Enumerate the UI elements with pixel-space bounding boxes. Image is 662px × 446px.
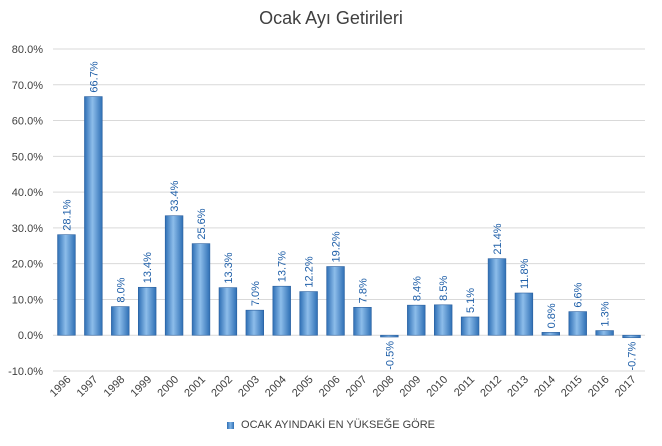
bar [57, 234, 76, 336]
x-tick-label: 1996 [48, 374, 74, 400]
bar [326, 266, 345, 336]
x-tick-label: 2000 [155, 374, 181, 400]
y-tick-label: 30.0% [12, 223, 43, 235]
bar [299, 291, 318, 336]
y-tick-label: -10.0% [8, 366, 43, 378]
data-label: 21.4% [492, 223, 504, 254]
data-label: 1.3% [600, 301, 612, 326]
bar [407, 304, 426, 336]
bar [514, 292, 534, 336]
data-label: -0.7% [627, 342, 639, 371]
data-label: 28.1% [61, 199, 73, 230]
y-tick-label: 60.0% [12, 116, 43, 128]
bar [622, 334, 641, 339]
x-tick-label: 2010 [425, 374, 451, 400]
bar [595, 330, 614, 336]
y-tick-label: 50.0% [12, 151, 43, 163]
data-label: 7.0% [250, 281, 262, 306]
y-tick-label: 70.0% [12, 80, 43, 92]
x-tick-label: 1998 [102, 374, 128, 400]
data-label: 25.6% [196, 208, 208, 239]
x-tick-label: 2003 [236, 374, 262, 400]
x-tick-label: 2008 [371, 374, 397, 400]
data-label: -0.5% [384, 341, 396, 370]
x-tick-label: 2011 [452, 374, 477, 399]
bar [541, 332, 560, 336]
legend-label: OCAK AYINDAKİ EN YÜKSEĞE GÖRE [241, 419, 436, 432]
x-tick-label: 2004 [263, 374, 289, 400]
data-label: 13.4% [142, 252, 154, 283]
x-tick-label: 2006 [317, 374, 343, 400]
data-label: 0.8% [546, 303, 558, 328]
x-tick-label: 2016 [586, 374, 612, 400]
data-label: 5.1% [465, 288, 477, 313]
x-tick-label: 2005 [290, 374, 316, 400]
x-tick-label: 2012 [478, 374, 504, 400]
data-label: 7.8% [357, 278, 369, 303]
bar [164, 215, 184, 336]
bar [487, 258, 507, 336]
data-label: 12.2% [304, 256, 316, 287]
x-tick-label: 2007 [344, 374, 370, 400]
legend-swatch [226, 421, 234, 429]
x-tick-label: 2002 [209, 374, 235, 400]
data-label: 11.8% [519, 258, 531, 289]
x-tick-label: 2014 [532, 374, 558, 400]
y-tick-label: 0.0% [18, 330, 43, 342]
y-tick-label: 80.0% [12, 44, 43, 56]
y-tick-label: 10.0% [12, 294, 43, 306]
x-tick-label: 1997 [75, 374, 101, 400]
bar [380, 334, 399, 338]
data-label: 8.0% [115, 277, 127, 302]
data-label: 6.6% [573, 282, 585, 307]
data-label: 8.4% [411, 276, 423, 301]
bar [272, 285, 291, 336]
data-label: 13.7% [277, 251, 289, 282]
bar [460, 316, 480, 336]
bar [245, 309, 264, 336]
data-label: 13.3% [223, 252, 235, 283]
bar [568, 311, 587, 336]
bar [84, 96, 103, 336]
y-tick-label: 20.0% [12, 259, 43, 271]
x-tick-label: 2015 [559, 374, 585, 400]
legend: OCAK AYINDAKİ EN YÜKSEĞE GÖRE [0, 419, 662, 431]
data-label: 8.5% [438, 276, 450, 301]
bar [111, 306, 130, 336]
data-label: 19.2% [331, 231, 343, 262]
x-tick-label: 2001 [182, 374, 208, 400]
x-tick-label: 2017 [613, 374, 639, 400]
y-tick-label: 40.0% [12, 187, 43, 199]
x-tick-label: 1999 [129, 374, 155, 400]
chart-title: Ocak Ayı Getirileri [259, 8, 403, 28]
data-label: 33.4% [169, 180, 181, 211]
x-tick-label: 2013 [505, 374, 531, 400]
bar [138, 286, 157, 336]
bar [218, 287, 238, 336]
x-tick-label: 2009 [398, 374, 424, 400]
bar [434, 304, 453, 336]
bar [191, 243, 211, 336]
bar [353, 307, 372, 336]
data-label: 66.7% [88, 61, 100, 92]
